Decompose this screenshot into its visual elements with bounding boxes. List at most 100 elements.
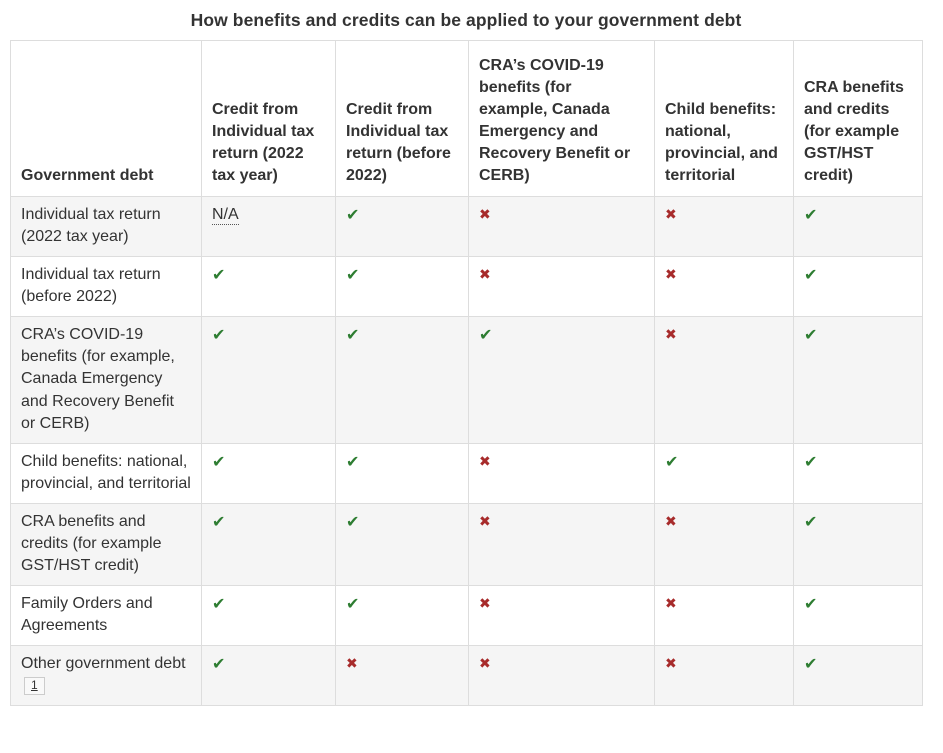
row-header-label: CRA benefits and credits (for example GS…	[21, 512, 162, 575]
cross-icon: ✖	[665, 327, 677, 344]
na-abbreviation: N/A	[212, 206, 239, 225]
column-header-2: Credit from Individual tax return (befor…	[335, 40, 469, 197]
check-icon: ✔	[346, 265, 360, 285]
check-icon: ✔	[346, 325, 360, 345]
column-header-3: CRA’s COVID-19 benefits (for example, Ca…	[468, 40, 655, 197]
cell-check: ✔	[201, 585, 336, 647]
row-header-label: Other government debt	[21, 655, 186, 673]
row-header: CRA benefits and credits (for example GS…	[10, 502, 202, 587]
cell-check: ✔	[335, 195, 469, 258]
cell-not-applicable: N/A	[201, 195, 336, 258]
row-header: Other government debt 1	[10, 645, 202, 707]
check-icon: ✔	[212, 654, 226, 674]
table-row: Individual tax return (before 2022) ✔ ✔ ✖ ✖ ✔	[10, 256, 923, 318]
check-icon: ✔	[665, 451, 679, 471]
check-icon: ✔	[804, 451, 818, 471]
row-header-label: Individual tax return (before 2022)	[21, 266, 161, 306]
check-icon: ✔	[804, 265, 818, 285]
cell-check: ✔	[201, 502, 336, 587]
footnote-link[interactable]: 1	[24, 677, 45, 696]
check-icon: ✔	[479, 325, 493, 345]
cross-icon: ✖	[665, 267, 677, 284]
check-icon: ✔	[212, 451, 226, 471]
cell-cross: ✖	[335, 645, 469, 707]
check-icon: ✔	[346, 205, 360, 224]
cell-cross: ✖	[654, 316, 794, 444]
row-header-label: CRA’s COVID-19 benefits (for example, Ca…	[21, 326, 175, 432]
cell-cross: ✖	[468, 195, 655, 258]
check-icon: ✔	[804, 325, 818, 345]
column-header-0: Government debt	[10, 40, 202, 197]
cell-check: ✔	[335, 442, 469, 504]
cell-check: ✔	[793, 316, 923, 444]
cell-check: ✔	[201, 645, 336, 707]
cross-icon: ✖	[479, 656, 491, 673]
cell-check: ✔	[793, 256, 923, 318]
cross-icon: ✖	[665, 207, 677, 223]
table-row: CRA benefits and credits (for example GS…	[10, 502, 923, 587]
table-row: Other government debt 1 ✔ ✖ ✖ ✖ ✔	[10, 645, 923, 707]
cell-check: ✔	[335, 502, 469, 587]
column-header-4: Child benefits: national, provincial, an…	[654, 40, 794, 197]
cross-icon: ✖	[479, 453, 491, 470]
cross-icon: ✖	[665, 513, 677, 530]
check-icon: ✔	[212, 325, 226, 345]
cross-icon: ✖	[479, 207, 491, 223]
cell-check: ✔	[201, 316, 336, 444]
cell-cross: ✖	[654, 502, 794, 587]
table-row: Individual tax return (2022 tax year) N/A…	[10, 195, 923, 258]
table-body: Individual tax return (2022 tax year) N/A…	[10, 195, 923, 707]
cross-icon: ✖	[479, 267, 491, 284]
cross-icon: ✖	[665, 596, 677, 613]
check-icon: ✔	[212, 594, 226, 614]
table-header: Government debt Credit from Individual ta…	[10, 40, 923, 197]
check-icon: ✔	[346, 594, 360, 614]
table-row: Child benefits: national, provincial, an…	[10, 442, 923, 504]
check-icon: ✔	[804, 205, 818, 224]
table-title: How benefits and credits can be applied …	[190, 10, 742, 30]
cell-check: ✔	[335, 316, 469, 444]
cell-cross: ✖	[654, 645, 794, 707]
check-icon: ✔	[804, 594, 818, 614]
cell-cross: ✖	[654, 585, 794, 647]
check-icon: ✔	[804, 511, 818, 531]
cross-icon: ✖	[665, 656, 677, 673]
cell-check: ✔	[654, 442, 794, 504]
row-header-label: Individual tax return (2022 tax year)	[21, 206, 161, 246]
cell-check: ✔	[793, 502, 923, 587]
cell-cross: ✖	[468, 502, 655, 587]
check-icon: ✔	[804, 654, 818, 674]
check-icon: ✔	[212, 265, 226, 285]
row-header: Individual tax return (before 2022)	[10, 256, 202, 318]
cell-cross: ✖	[654, 195, 794, 258]
cell-cross: ✖	[468, 645, 655, 707]
cell-cross: ✖	[654, 256, 794, 318]
cell-check: ✔	[793, 442, 923, 504]
table-row: Family Orders and Agreements ✔ ✔ ✖ ✖ ✔	[10, 585, 923, 647]
cell-check: ✔	[201, 256, 336, 318]
check-icon: ✔	[346, 451, 360, 471]
cross-icon: ✖	[479, 513, 491, 530]
row-header: Individual tax return (2022 tax year)	[10, 195, 202, 258]
column-header-1: Credit from Individual tax return (2022 …	[201, 40, 336, 197]
cell-cross: ✖	[468, 442, 655, 504]
cell-cross: ✖	[468, 256, 655, 318]
cell-check: ✔	[335, 585, 469, 647]
cell-check: ✔	[335, 256, 469, 318]
table-row: CRA’s COVID-19 benefits (for example, Ca…	[10, 316, 923, 444]
cell-check: ✔	[793, 585, 923, 647]
cell-check: ✔	[468, 316, 655, 444]
row-header-label: Child benefits: national, provincial, an…	[21, 452, 191, 492]
cell-check: ✔	[201, 442, 336, 504]
row-header-label: Family Orders and Agreements	[21, 595, 153, 635]
column-header-5: CRA benefits and credits (for example GS…	[793, 40, 923, 197]
cell-check: ✔	[793, 195, 923, 258]
check-icon: ✔	[212, 511, 226, 531]
cross-icon: ✖	[346, 656, 358, 673]
cell-cross: ✖	[468, 585, 655, 647]
cross-icon: ✖	[479, 596, 491, 613]
header-row: Government debt Credit from Individual ta…	[10, 40, 923, 197]
check-icon: ✔	[346, 511, 360, 531]
row-header: CRA’s COVID-19 benefits (for example, Ca…	[10, 316, 202, 444]
